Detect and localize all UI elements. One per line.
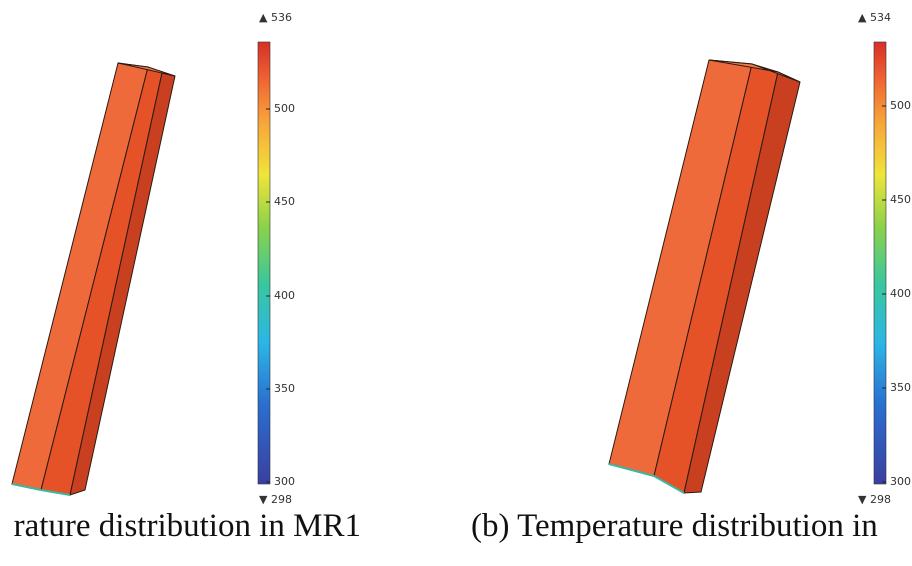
temperature-plot-b	[608, 41, 887, 494]
prism-cold-edge	[11, 483, 71, 496]
prism-top-face	[117, 62, 176, 77]
colorbar-tick-label-350: 350	[890, 381, 911, 394]
colorbar-tick-label-400: 400	[890, 287, 911, 300]
colorbar-tick-label-300: 300	[890, 475, 911, 488]
colorbar-max-label: ▲ 536	[259, 11, 292, 24]
prism-cold-edge	[608, 463, 685, 494]
colorbar-tick-label-300: 300	[274, 475, 295, 488]
temperature-plot-a	[11, 41, 271, 496]
colorbar	[873, 41, 887, 485]
colorbar-min-label: ▼ 298	[858, 493, 891, 506]
colorbar-tick-label-450: 450	[274, 195, 295, 208]
panel-b: ▲ 534 500 450 400 350 300 ▼ 298 (b) Temp…	[456, 0, 912, 566]
colorbar-tick-label-400: 400	[274, 289, 295, 302]
caption-a: rature distribution in MR1	[13, 508, 361, 544]
colorbar	[257, 41, 271, 485]
colorbar-tick-label-500: 500	[274, 102, 295, 115]
colorbar-min-label: ▼ 298	[259, 493, 292, 506]
caption-b: (b) Temperature distribution in	[471, 508, 878, 544]
panel-a: ▲ 536 500 450 400 350 300 ▼ 298 rature d…	[11, 11, 361, 544]
colorbar-max-label: ▲ 534	[858, 11, 891, 24]
prism-top-face	[708, 59, 801, 83]
colorbar-tick-label-450: 450	[890, 193, 911, 206]
colorbar-tick-label-500: 500	[890, 99, 911, 112]
colorbar-tick-label-350: 350	[274, 382, 295, 395]
